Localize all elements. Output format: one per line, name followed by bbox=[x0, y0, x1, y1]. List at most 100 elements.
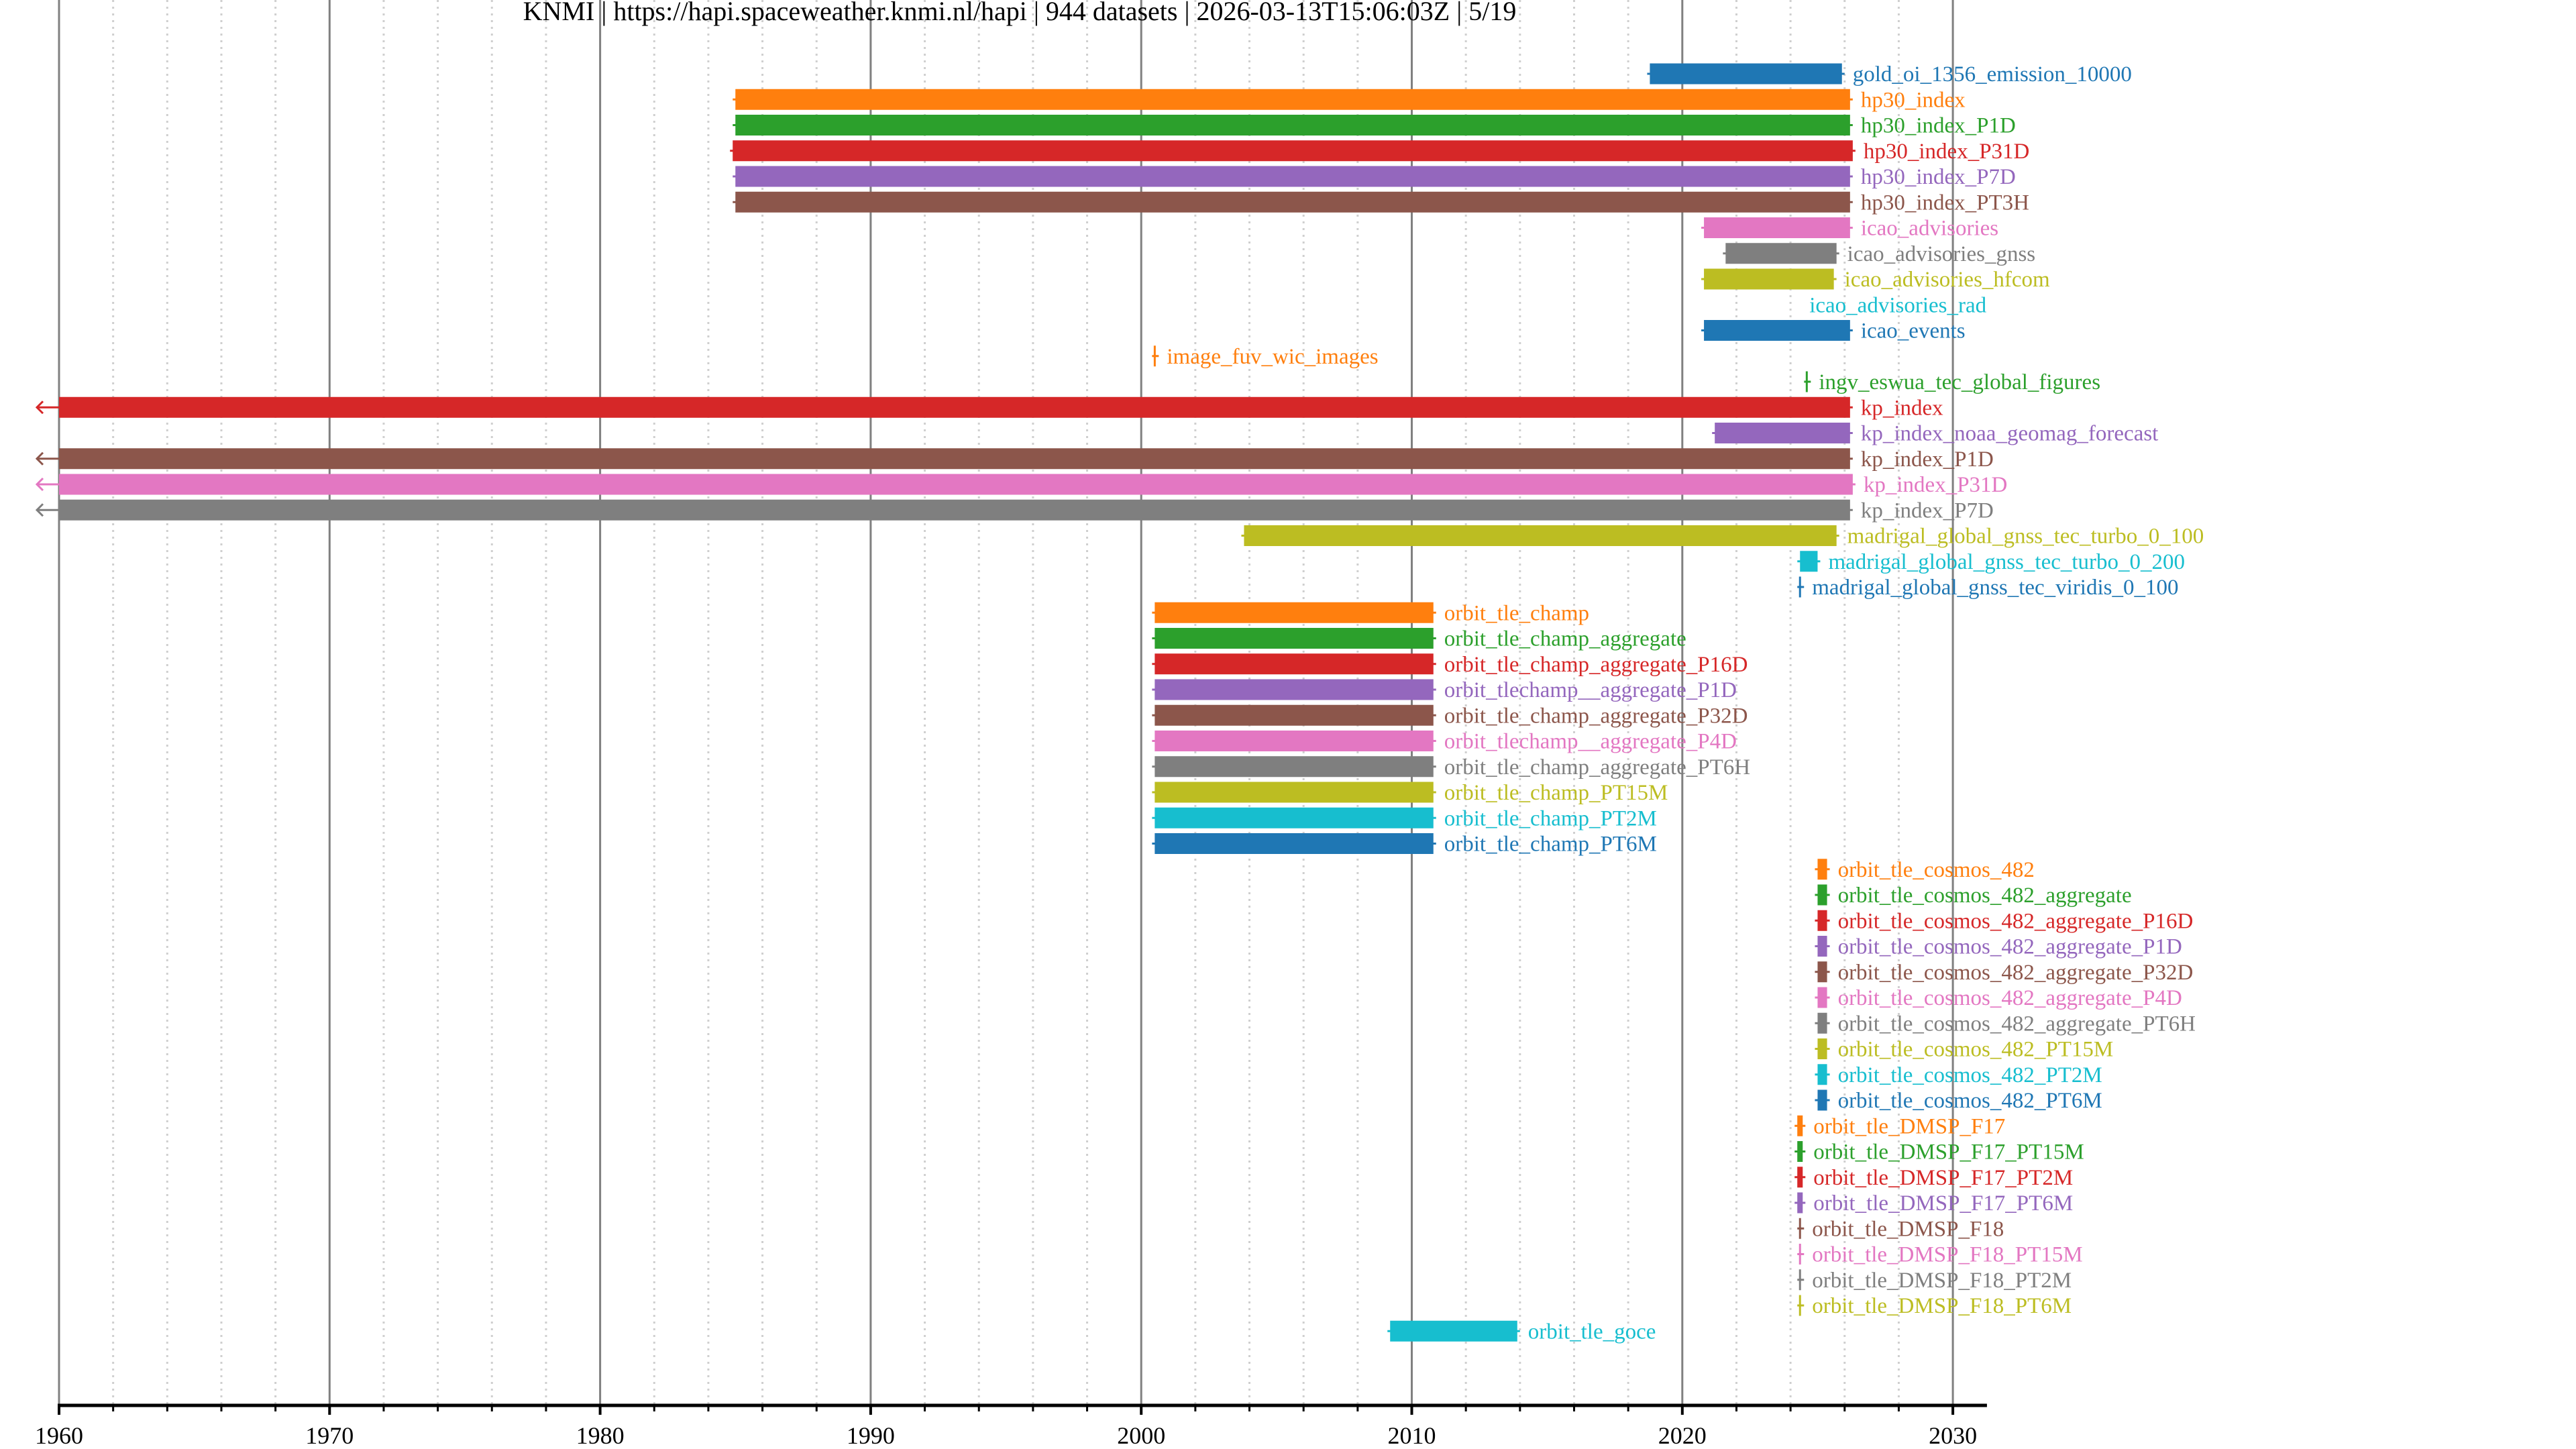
dataset-bar bbox=[1155, 833, 1434, 854]
dataset-label: hp30_index_PT3H bbox=[1861, 191, 2029, 215]
dataset-row: orbit_tle_DMSP_F18_PT2M bbox=[1797, 1269, 2072, 1293]
dataset-row: orbit_tle_cosmos_482 bbox=[1815, 858, 2035, 882]
dataset-bar bbox=[735, 166, 1850, 187]
dataset-row: orbit_tle_DMSP_F17_PT6M bbox=[1794, 1191, 2073, 1216]
dataset-label: orbit_tle_DMSP_F18 bbox=[1812, 1217, 2004, 1241]
left-arrow-head-icon bbox=[35, 451, 44, 466]
left-arrow-head-icon bbox=[35, 477, 44, 492]
dataset-bar bbox=[1817, 961, 1827, 983]
dataset-label: orbit_tle_cosmos_482_aggregate_P1D bbox=[1838, 935, 2182, 959]
dataset-row: hp30_index bbox=[733, 88, 1966, 112]
x-tick-label: 1980 bbox=[576, 1422, 625, 1449]
bars: gold_oi_1356_emission_10000hp30_indexhp3… bbox=[35, 62, 2204, 1344]
dataset-bar bbox=[59, 448, 1850, 470]
dataset-bar bbox=[1817, 936, 1827, 957]
dataset-bar bbox=[1704, 268, 1834, 290]
dataset-row: kp_index_P31D bbox=[35, 473, 2008, 497]
dataset-label: orbit_tle_cosmos_482 bbox=[1838, 858, 2035, 882]
dataset-row: orbit_tle_cosmos_482_aggregate_P32D bbox=[1815, 961, 2193, 985]
dataset-row: orbit_tle_champ_aggregate bbox=[1152, 627, 1686, 651]
dataset-row: hp30_index_P7D bbox=[733, 165, 2016, 189]
dataset-row: madrigal_global_gnss_tec_turbo_0_200 bbox=[1797, 550, 2185, 574]
dataset-label: orbit_tle_cosmos_482_aggregate_P4D bbox=[1838, 986, 2182, 1010]
x-tick-label: 1990 bbox=[847, 1422, 895, 1449]
dataset-label: orbit_tle_goce bbox=[1528, 1320, 1656, 1344]
dataset-bar bbox=[1715, 423, 1850, 443]
x-tick-label: 1970 bbox=[305, 1422, 354, 1449]
dataset-label: orbit_tle_DMSP_F18_PT2M bbox=[1812, 1269, 2072, 1293]
dataset-label: kp_index_noaa_geomag_forecast bbox=[1861, 422, 2159, 446]
dataset-bar bbox=[1155, 679, 1434, 700]
dataset-label: kp_index_P31D bbox=[1864, 473, 2008, 497]
dataset-label: orbit_tle_DMSP_F18_PT15M bbox=[1812, 1243, 2082, 1267]
dataset-row: hp30_index_P1D bbox=[733, 114, 2016, 138]
dataset-bar bbox=[1155, 756, 1434, 777]
dataset-label: orbit_tle_cosmos_482_aggregate_PT6H bbox=[1838, 1012, 2196, 1036]
dataset-bar bbox=[735, 191, 1850, 213]
dataset-label: orbit_tle_cosmos_482_PT2M bbox=[1838, 1063, 2102, 1087]
dataset-row: orbit_tle_cosmos_482_PT6M bbox=[1815, 1089, 2102, 1113]
dataset-row: orbit_tle_cosmos_482_aggregate_P1D bbox=[1815, 935, 2182, 959]
dataset-row: orbit_tle_DMSP_F18_PT15M bbox=[1797, 1243, 2083, 1267]
dataset-bar bbox=[735, 89, 1850, 110]
dataset-row: orbit_tle_cosmos_482_PT15M bbox=[1815, 1038, 2113, 1062]
dataset-bar bbox=[59, 396, 1850, 418]
dataset-label: hp30_index_P7D bbox=[1861, 165, 2016, 189]
dataset-label: orbit_tle_cosmos_482_aggregate_P32D bbox=[1838, 961, 2194, 985]
dataset-label: kp_index_P1D bbox=[1861, 447, 1994, 472]
dataset-bar bbox=[1155, 704, 1434, 726]
dataset-row: kp_index_P1D bbox=[35, 447, 1994, 472]
dataset-row: hp30_index_P31D bbox=[730, 140, 2029, 164]
x-axis-ticks: 1960 1970 1980 1990 2000 2010 2020 2030 bbox=[35, 1405, 1977, 1449]
dataset-bar bbox=[1725, 243, 1837, 264]
dataset-row: hp30_index_PT3H bbox=[733, 191, 2029, 215]
dataset-label: kp_index bbox=[1861, 396, 1943, 420]
x-tick-label: 2010 bbox=[1388, 1422, 1436, 1449]
dataset-row: orbit_tle_champ_aggregate_P16D bbox=[1152, 653, 1748, 677]
dataset-label: madrigal_global_gnss_tec_turbo_0_200 bbox=[1828, 550, 2185, 574]
dataset-row: orbit_tle_cosmos_482_PT2M bbox=[1815, 1063, 2102, 1087]
dataset-label: hp30_index_P1D bbox=[1861, 114, 2016, 138]
dataset-label: orbit_tle_cosmos_482_aggregate bbox=[1838, 883, 2132, 908]
dataset-row: kp_index_noaa_geomag_forecast bbox=[1712, 422, 2158, 446]
dataset-row: icao_advisories_hfcom bbox=[1701, 268, 2050, 292]
dataset-row: madrigal_global_gnss_tec_viridis_0_100 bbox=[1797, 576, 2179, 600]
x-tick-label: 2020 bbox=[1658, 1422, 1707, 1449]
dataset-label: orbit_tle_champ_PT15M bbox=[1444, 781, 1668, 805]
dataset-row: orbit_tle_cosmos_482_aggregate_P4D bbox=[1815, 986, 2182, 1010]
dataset-label: orbit_tle_DMSP_F17_PT6M bbox=[1813, 1191, 2073, 1216]
dataset-row: kp_index_P7D bbox=[35, 498, 1994, 523]
dataset-bar bbox=[59, 499, 1850, 521]
dataset-row: kp_index bbox=[35, 396, 1943, 420]
dataset-row: gold_oi_1356_emission_10000 bbox=[1647, 62, 2132, 87]
dataset-label: hp30_index bbox=[1861, 88, 1966, 112]
dataset-row: orbit_tle_DMSP_F18_PT6M bbox=[1797, 1294, 2072, 1318]
dataset-row: orbit_tle_champ_PT2M bbox=[1152, 806, 1657, 830]
dataset-row: orbit_tle_cosmos_482_aggregate bbox=[1815, 883, 2132, 908]
dataset-label: madrigal_global_gnss_tec_viridis_0_100 bbox=[1812, 576, 2178, 600]
dataset-bar bbox=[1155, 602, 1434, 623]
dataset-label: orbit_tle_champ_aggregate_P16D bbox=[1444, 653, 1748, 677]
dataset-row: icao_advisories_gnss bbox=[1723, 242, 2035, 266]
dataset-row: icao_events bbox=[1701, 319, 1966, 343]
dataset-bar bbox=[1817, 1012, 1827, 1034]
dataset-row: madrigal_global_gnss_tec_turbo_0_100 bbox=[1241, 525, 2204, 549]
dataset-bar bbox=[1650, 63, 1842, 85]
dataset-bar bbox=[1244, 525, 1837, 546]
x-tick-label: 2030 bbox=[1929, 1422, 1977, 1449]
dataset-label: madrigal_global_gnss_tec_turbo_0_100 bbox=[1847, 525, 2204, 549]
dataset-label: icao_advisories_rad bbox=[1809, 293, 1986, 317]
dataset-row: orbit_tle_goce bbox=[1387, 1320, 1656, 1344]
dataset-bar bbox=[1390, 1320, 1517, 1342]
dataset-label: orbit_tle_champ_PT6M bbox=[1444, 833, 1657, 857]
left-arrow-head-icon bbox=[35, 503, 44, 517]
dataset-row: orbit_tle_DMSP_F18 bbox=[1797, 1217, 2004, 1241]
dataset-label: icao_advisories bbox=[1861, 217, 1998, 241]
dataset-bar bbox=[1155, 653, 1434, 675]
dataset-bar bbox=[1817, 1064, 1827, 1085]
dataset-row: orbit_tlechamp__aggregate_P4D bbox=[1152, 730, 1737, 754]
dataset-label: orbit_tlechamp__aggregate_P4D bbox=[1444, 730, 1737, 754]
dataset-row: orbit_tle_champ_aggregate_PT6H bbox=[1152, 755, 1750, 780]
dataset-bar bbox=[1704, 217, 1850, 238]
